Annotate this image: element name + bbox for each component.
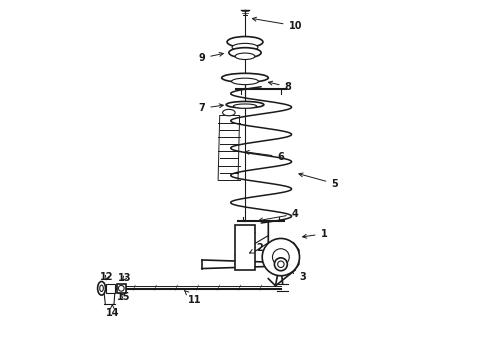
Ellipse shape xyxy=(226,102,264,108)
Circle shape xyxy=(262,238,299,276)
Ellipse shape xyxy=(98,282,105,295)
Text: 13: 13 xyxy=(118,273,132,283)
Text: 5: 5 xyxy=(299,173,338,189)
Ellipse shape xyxy=(227,37,263,47)
Circle shape xyxy=(274,258,287,271)
Text: 10: 10 xyxy=(252,17,302,31)
Text: 8: 8 xyxy=(269,81,292,92)
Ellipse shape xyxy=(235,53,255,59)
Text: 11: 11 xyxy=(184,291,201,305)
Bar xyxy=(235,225,255,270)
Text: 12: 12 xyxy=(100,272,114,282)
Ellipse shape xyxy=(222,109,235,116)
Bar xyxy=(106,284,115,293)
Ellipse shape xyxy=(221,73,269,82)
Ellipse shape xyxy=(232,78,258,85)
Text: 6: 6 xyxy=(245,150,284,162)
Bar xyxy=(117,284,126,293)
Text: 14: 14 xyxy=(105,305,119,318)
Circle shape xyxy=(119,285,124,291)
Text: 4: 4 xyxy=(259,209,298,222)
Ellipse shape xyxy=(229,48,261,58)
Text: 9: 9 xyxy=(198,53,223,63)
Circle shape xyxy=(278,261,284,267)
Ellipse shape xyxy=(100,285,103,292)
Text: 15: 15 xyxy=(117,292,130,302)
Text: 1: 1 xyxy=(303,229,327,239)
Circle shape xyxy=(272,249,289,265)
Text: 2: 2 xyxy=(249,243,263,253)
Ellipse shape xyxy=(232,43,258,51)
Ellipse shape xyxy=(233,104,257,108)
Text: 7: 7 xyxy=(198,103,223,113)
Text: 3: 3 xyxy=(292,270,306,282)
